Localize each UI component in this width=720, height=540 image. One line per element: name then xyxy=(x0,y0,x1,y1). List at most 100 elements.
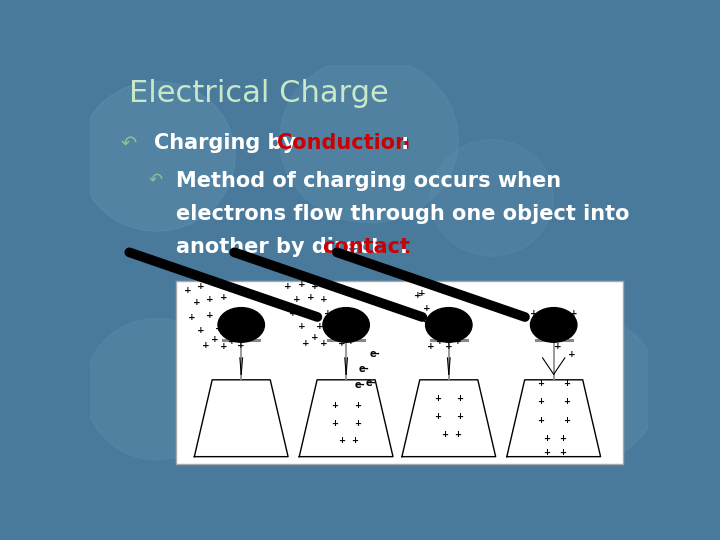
Text: Conduction: Conduction xyxy=(277,133,410,153)
Text: +: + xyxy=(307,293,314,302)
Text: +: + xyxy=(563,379,570,388)
Text: +: + xyxy=(563,324,571,333)
Text: +: + xyxy=(570,309,577,319)
Text: +: + xyxy=(331,419,338,428)
Text: +: + xyxy=(193,299,200,307)
Text: ↶: ↶ xyxy=(148,171,163,189)
Text: +: + xyxy=(449,329,457,339)
Text: +: + xyxy=(211,335,218,344)
Text: +: + xyxy=(441,317,448,326)
Text: +: + xyxy=(563,397,570,406)
Text: +: + xyxy=(297,322,305,331)
Text: e-: e- xyxy=(359,364,369,374)
Polygon shape xyxy=(194,380,288,457)
Text: +: + xyxy=(331,401,338,410)
Text: +: + xyxy=(302,339,310,348)
Circle shape xyxy=(323,308,369,342)
Text: +: + xyxy=(434,394,441,403)
Text: +: + xyxy=(297,280,305,289)
Text: +: + xyxy=(320,339,328,348)
Ellipse shape xyxy=(503,314,660,464)
Text: +: + xyxy=(293,295,301,304)
Text: +: + xyxy=(197,282,205,291)
Text: +: + xyxy=(224,309,232,319)
Polygon shape xyxy=(300,380,393,457)
Text: +: + xyxy=(184,286,192,295)
Text: +: + xyxy=(568,350,575,359)
Text: +: + xyxy=(320,295,328,304)
Text: +: + xyxy=(456,394,464,403)
Text: +: + xyxy=(338,339,346,348)
Text: +: + xyxy=(530,309,537,319)
Text: :: : xyxy=(400,133,409,153)
Text: +: + xyxy=(215,324,222,333)
Ellipse shape xyxy=(84,319,230,460)
Text: +: + xyxy=(202,341,210,349)
Text: +: + xyxy=(563,416,570,424)
Text: +: + xyxy=(559,434,566,443)
Text: +: + xyxy=(454,337,462,346)
Text: contact: contact xyxy=(322,238,410,258)
Text: Method of charging occurs when: Method of charging occurs when xyxy=(176,171,562,191)
Text: +: + xyxy=(431,329,439,339)
Text: +: + xyxy=(351,436,359,444)
Text: +: + xyxy=(211,280,218,289)
Polygon shape xyxy=(402,380,495,457)
Ellipse shape xyxy=(78,82,235,231)
Text: +: + xyxy=(206,311,214,320)
Text: +: + xyxy=(354,419,361,428)
Text: +: + xyxy=(329,333,336,342)
Text: another by direct: another by direct xyxy=(176,238,389,258)
Text: +: + xyxy=(544,449,551,457)
Circle shape xyxy=(218,308,264,342)
Text: +: + xyxy=(333,322,341,331)
Text: +: + xyxy=(228,337,236,346)
Text: +: + xyxy=(347,337,354,346)
Text: +: + xyxy=(354,401,361,410)
Text: +: + xyxy=(418,289,426,298)
Bar xyxy=(176,281,623,464)
Text: +: + xyxy=(445,342,453,352)
Text: +: + xyxy=(315,322,323,331)
Polygon shape xyxy=(507,380,600,457)
Text: +: + xyxy=(554,342,562,352)
Text: electrons flow through one object into: electrons flow through one object into xyxy=(176,204,630,224)
Text: +: + xyxy=(233,322,240,331)
Text: +: + xyxy=(284,282,292,291)
Text: +: + xyxy=(427,342,435,352)
Text: +: + xyxy=(325,309,332,319)
Text: +: + xyxy=(536,332,544,340)
Text: +: + xyxy=(423,317,431,326)
Text: +: + xyxy=(456,412,464,421)
Text: +: + xyxy=(220,342,228,352)
Ellipse shape xyxy=(431,140,553,256)
Text: +: + xyxy=(559,449,566,457)
Text: e-: e- xyxy=(365,379,376,388)
Text: +: + xyxy=(329,282,336,291)
Circle shape xyxy=(426,308,472,342)
Text: e-: e- xyxy=(354,380,365,390)
Text: +: + xyxy=(454,430,462,439)
Text: Charging by: Charging by xyxy=(154,133,304,153)
Text: +: + xyxy=(206,295,214,304)
Text: +: + xyxy=(307,309,314,319)
Text: +: + xyxy=(537,379,544,388)
Text: +: + xyxy=(197,326,205,335)
Text: Electrical Charge: Electrical Charge xyxy=(129,79,389,109)
Text: +: + xyxy=(338,436,345,444)
Text: +: + xyxy=(434,412,441,421)
Text: +: + xyxy=(441,430,448,439)
Text: ↶: ↶ xyxy=(121,133,137,152)
Ellipse shape xyxy=(280,57,458,223)
Text: +: + xyxy=(423,304,431,313)
Text: +: + xyxy=(414,291,421,300)
Text: e-: e- xyxy=(370,349,380,359)
Text: +: + xyxy=(537,397,544,406)
Text: +: + xyxy=(436,337,444,346)
Circle shape xyxy=(531,308,577,342)
Text: +: + xyxy=(311,333,319,342)
Text: +: + xyxy=(189,313,196,322)
Text: .: . xyxy=(400,238,408,258)
Text: +: + xyxy=(289,309,297,319)
Text: +: + xyxy=(238,341,245,349)
